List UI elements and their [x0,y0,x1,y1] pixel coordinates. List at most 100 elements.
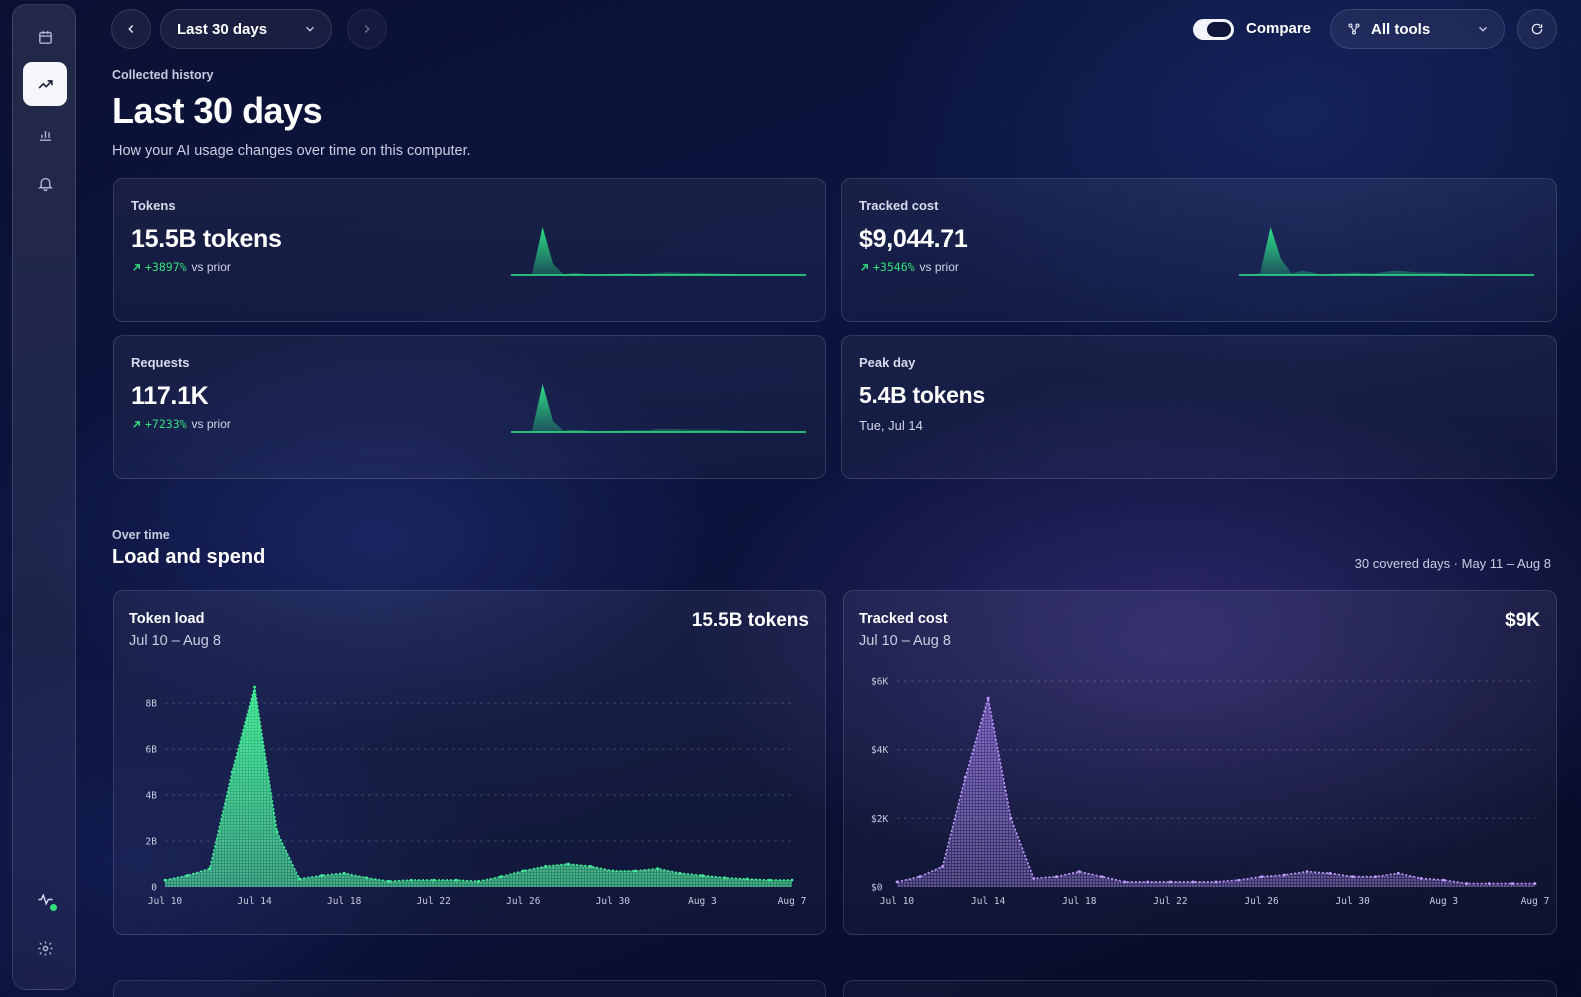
x-tick-label: Jul 22 [1153,896,1187,907]
data-point [1123,880,1127,884]
data-point [986,696,990,700]
data-point [1328,871,1332,875]
chevron-right-icon [364,25,370,33]
x-tick-label: Jul 22 [417,896,451,907]
data-point [656,867,660,871]
bell-icon [37,177,53,191]
data-point [1465,882,1469,885]
tokens-value: 15.5B tokens [131,225,282,253]
data-point [1396,871,1400,875]
arrow-up-right-icon [861,263,868,271]
next-range-button[interactable] [347,9,387,49]
data-point [1305,870,1309,873]
data-point [253,685,256,689]
cost-card: Tracked cost $9,044.71 +3546% vs prior [841,178,1557,322]
data-point [701,874,704,877]
tokens-delta: +3897% vs prior [131,260,231,274]
requests-card-title: Requests [131,355,190,370]
tracked-cost-chart: $0 $2K $4K $6K Jul 10 Jul 14 Jul 18 Jul 22 Jul 2… [871,677,1549,908]
chevron-down-icon [306,26,314,32]
data-point [678,871,682,875]
token-load-chart: 0 2B 4B 6B 8B Jul 10 Jul 14 Jul 18 Jul 22 Jul 26 J… [146,685,807,907]
tracked-cost-total: $9K [1505,610,1540,631]
compare-toggle[interactable] [1193,19,1234,40]
x-tick-label: Aug 7 [778,896,807,907]
data-point [1032,877,1036,880]
data-point [589,864,592,868]
tokens-delta-pct: +3897% [145,260,187,274]
tools-icon [1348,23,1360,35]
token-load-card: Token load Jul 10 – Aug 8 15.5B tokens 0… [113,590,826,935]
refresh-icon [1531,23,1543,35]
page-title: Last 30 days [112,90,323,131]
data-point [895,880,899,884]
tools-select[interactable]: All tools [1330,9,1505,49]
data-point [409,878,413,882]
y-tick-label: 8B [146,699,158,710]
cost-delta-suffix: vs prior [919,260,959,274]
requests-delta-suffix: vs prior [191,417,231,431]
tracked-cost-card: Tracked cost Jul 10 – Aug 8 $9K $0 $2K $4K… [843,590,1557,935]
data-point [1374,875,1377,879]
data-point [611,869,615,873]
y-tick-label: 0 [151,883,157,894]
data-point [1169,880,1172,884]
data-point [163,878,167,882]
sidebar-item-alerts[interactable] [23,161,67,205]
data-point [723,876,727,880]
data-point [1351,875,1355,879]
data-point [297,877,301,881]
gear-icon [37,940,53,956]
section-eyebrow: Over time [112,528,170,542]
data-point [477,879,480,883]
token-load-title: Token load [129,611,205,627]
data-point [432,878,436,882]
sparkline-area [511,227,806,275]
tokens-card: Tokens 15.5B tokens +3897% vs prior [113,178,826,322]
peak-day-card: Peak day 5.4B tokens Tue, Jul 14 [841,335,1557,479]
sidebar-item-trends[interactable] [23,62,67,106]
status-dot [50,904,57,911]
sidebar-item-activity[interactable] [23,877,67,921]
header-eyebrow: Collected history [112,68,214,82]
data-point [941,865,944,868]
x-tick-label: Jul 26 [506,896,541,907]
data-point [1419,877,1423,880]
prev-range-button[interactable] [111,9,151,49]
data-point [365,876,368,880]
data-point [1282,873,1286,877]
y-tick-label: $4K [871,745,888,756]
requests-card: Requests 117.1K +7233% vs prior [113,335,826,479]
data-point [1488,882,1491,885]
peak-day-title: Peak day [859,355,916,370]
y-tick-label: $6K [871,677,888,688]
series-texture [165,687,792,887]
section-title: Load and spend [112,546,266,568]
cost-delta-pct: +3546% [873,260,915,274]
data-point [1214,880,1218,884]
sidebar [12,4,76,990]
compare-label: Compare [1246,20,1312,37]
cost-sparkline [1239,227,1534,276]
sidebar-item-breakdown[interactable] [23,112,67,156]
y-tick-label: $2K [871,814,888,825]
data-point [1510,882,1514,885]
x-tick-label: Aug 3 [688,896,717,907]
peak-day-date: Tue, Jul 14 [859,418,923,433]
data-point [1146,880,1150,884]
data-point [1442,878,1446,882]
x-tick-label: Jul 18 [327,896,362,907]
data-point [1533,882,1537,885]
sidebar-item-settings[interactable] [23,926,67,970]
y-tick-label: 4B [146,791,158,802]
sidebar-item-calendar[interactable] [23,15,67,59]
data-point [499,875,503,879]
range-select[interactable]: Last 30 days [160,9,332,49]
requests-sparkline [511,384,806,433]
refresh-button[interactable] [1517,9,1557,49]
data-point [230,770,234,774]
data-point [790,878,794,882]
token-load-total: 15.5B tokens [691,610,809,631]
data-point [208,867,212,871]
data-point [918,875,922,879]
